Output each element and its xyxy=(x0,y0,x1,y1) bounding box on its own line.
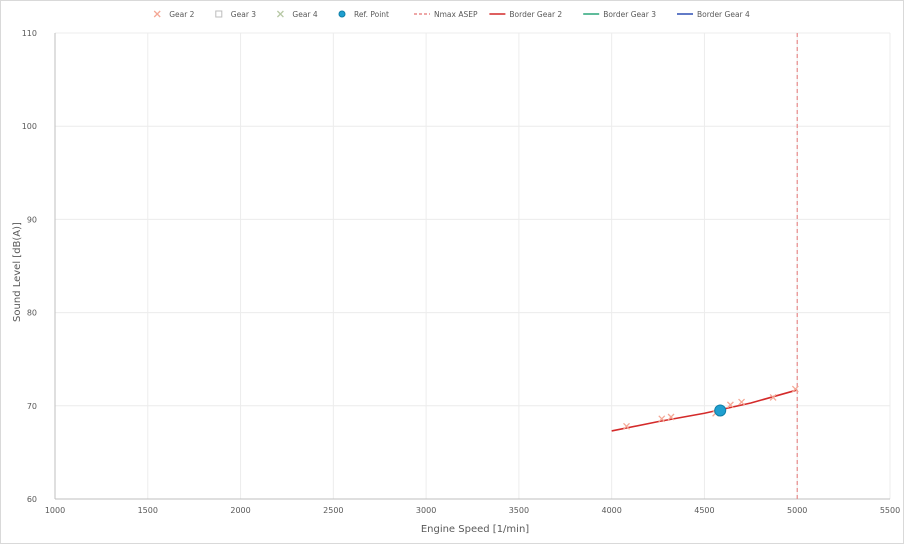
y-tick-label: 80 xyxy=(27,309,37,318)
legend-label: Border Gear 3 xyxy=(603,10,656,19)
plot-area xyxy=(54,33,890,500)
x-tick-label: 4000 xyxy=(601,506,621,515)
data-point xyxy=(791,385,799,393)
tick-labels: 1000 1500 2000 2500 3000 3500 4000 4500 5000 5500… xyxy=(22,29,900,515)
legend-item: Border Gear 2 xyxy=(489,10,562,19)
y-tick-label: 100 xyxy=(22,122,37,131)
data-point xyxy=(769,393,777,401)
legend-item: Gear 4 xyxy=(276,10,318,19)
ref-point-marker xyxy=(714,404,727,417)
legend-label: Gear 2 xyxy=(169,10,194,19)
legend-label: Border Gear 4 xyxy=(697,10,750,19)
legend-item: Nmax ASEP xyxy=(414,10,478,19)
x-tick-label: 4500 xyxy=(694,506,714,515)
series-layer xyxy=(611,33,799,499)
border-line xyxy=(611,389,798,432)
data-point xyxy=(726,401,734,409)
legend-item: Border Gear 4 xyxy=(677,10,750,19)
legend-marker xyxy=(276,10,284,18)
x-tick-label: 5500 xyxy=(880,506,900,515)
legend-marker xyxy=(153,10,161,18)
legend-label: Border Gear 2 xyxy=(509,10,562,19)
data-point xyxy=(623,422,630,430)
x-axis-label: Engine Speed [1/min] xyxy=(421,524,529,535)
legend-label: Ref. Point xyxy=(354,10,389,19)
legend: Gear 2 Gear 3 Gear 4 Ref. Point Nmax ASEP Bor… xyxy=(153,10,750,19)
legend-item: Border Gear 3 xyxy=(583,10,656,19)
y-tick-label: 110 xyxy=(22,29,37,38)
legend-label: Gear 3 xyxy=(231,10,256,19)
legend-item: Gear 3 xyxy=(215,10,256,19)
y-tick-label: 60 xyxy=(27,495,37,504)
x-tick-label: 5000 xyxy=(787,506,807,515)
y-tick-label: 90 xyxy=(27,215,37,224)
legend-label: Gear 4 xyxy=(292,10,317,19)
legend-marker xyxy=(338,10,346,18)
x-tick-label: 1500 xyxy=(138,506,158,515)
legend-item: Ref. Point xyxy=(338,10,389,19)
data-point xyxy=(738,398,746,406)
x-tick-label: 2000 xyxy=(230,506,250,515)
x-tick-label: 3500 xyxy=(509,506,529,515)
x-tick-label: 2500 xyxy=(323,506,343,515)
x-tick-label: 1000 xyxy=(45,506,65,515)
data-point xyxy=(658,415,666,423)
legend-label: Nmax ASEP xyxy=(434,10,478,19)
legend-marker xyxy=(215,10,223,18)
data-point xyxy=(667,413,675,421)
y-tick-label: 70 xyxy=(27,402,37,411)
y-axis-label: Sound Level [dB(A)] xyxy=(12,222,23,322)
legend-item: Gear 2 xyxy=(153,10,195,19)
x-tick-label: 3000 xyxy=(416,506,436,515)
